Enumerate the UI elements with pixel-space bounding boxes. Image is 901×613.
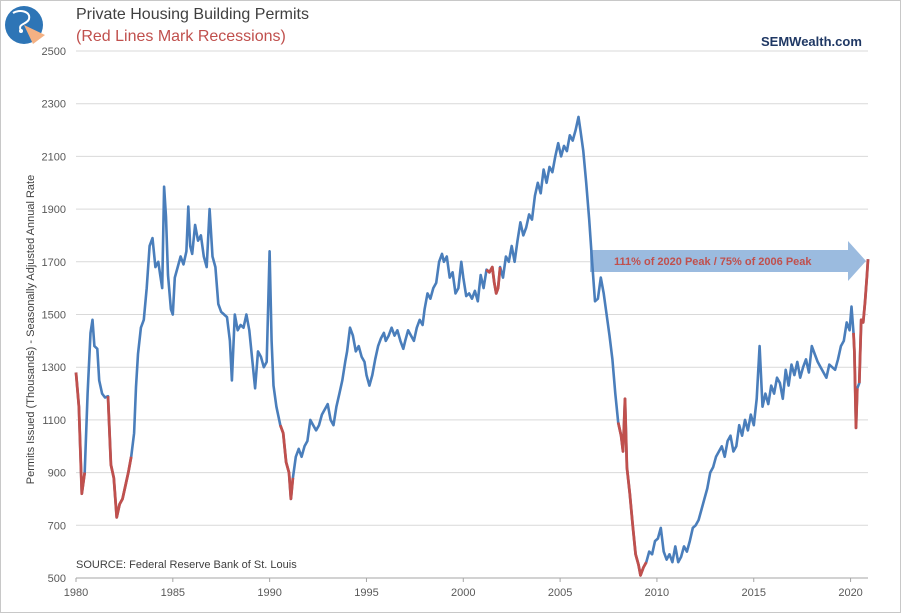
y-axis-label: Permits Issued (Thousands) - Seasonally … (25, 175, 37, 484)
series-line (74, 115, 870, 577)
y-tick-label: 2100 (42, 151, 66, 163)
recession-segment (616, 397, 648, 577)
annotation-label: 111% of 2020 Peak / 75% of 2006 Peak (614, 256, 812, 268)
source-note: SOURCE: Federal Reserve Bank of St. Loui… (76, 559, 297, 571)
y-tick-label: 900 (48, 468, 66, 480)
y-tick-label: 1700 (42, 257, 66, 269)
recession-segment (852, 332, 859, 430)
gridlines (76, 50, 868, 526)
y-tick-label: 500 (48, 573, 66, 585)
recession-segment (857, 259, 870, 384)
brand-label: SEMWealth.com (761, 34, 862, 49)
recession-segment (278, 424, 295, 501)
chart-subtitle: (Red Lines Mark Recessions) (76, 28, 286, 45)
annotation-arrow (590, 241, 866, 281)
x-tick-label: 2000 (451, 587, 475, 599)
arrow-shape (590, 241, 866, 281)
x-tick-label: 2020 (838, 587, 862, 599)
x-tick-label: 2015 (742, 587, 766, 599)
y-axis-ticks: 500 700 900 1100 1300 1500 1700 1900 2100 2300 250… (42, 46, 66, 585)
y-tick-label: 1100 (42, 415, 66, 427)
recession-segment (74, 372, 87, 496)
x-tick-label: 1985 (161, 587, 185, 599)
x-tick-label: 2005 (548, 587, 572, 599)
x-axis-ticks: 1980 1985 1990 1995 2000 2005 2010 2015 2020 (64, 578, 863, 599)
y-tick-label: 1500 (42, 310, 66, 322)
chart-title: Private Housing Building Permits (76, 6, 309, 23)
sem-globe-logo-icon (5, 6, 45, 44)
y-tick-label: 700 (48, 520, 66, 532)
x-tick-label: 1980 (64, 587, 88, 599)
y-tick-label: 1900 (42, 204, 66, 216)
recession-segment (485, 265, 502, 295)
x-tick-label: 1995 (354, 587, 378, 599)
series-path (74, 115, 870, 577)
y-tick-label: 1300 (42, 362, 66, 374)
y-tick-label: 2500 (42, 46, 66, 58)
y-tick-label: 2300 (42, 99, 66, 111)
recession-segments (74, 259, 870, 577)
recession-segment (106, 396, 133, 519)
x-tick-label: 1990 (257, 587, 281, 599)
x-tick-label: 2010 (645, 587, 669, 599)
